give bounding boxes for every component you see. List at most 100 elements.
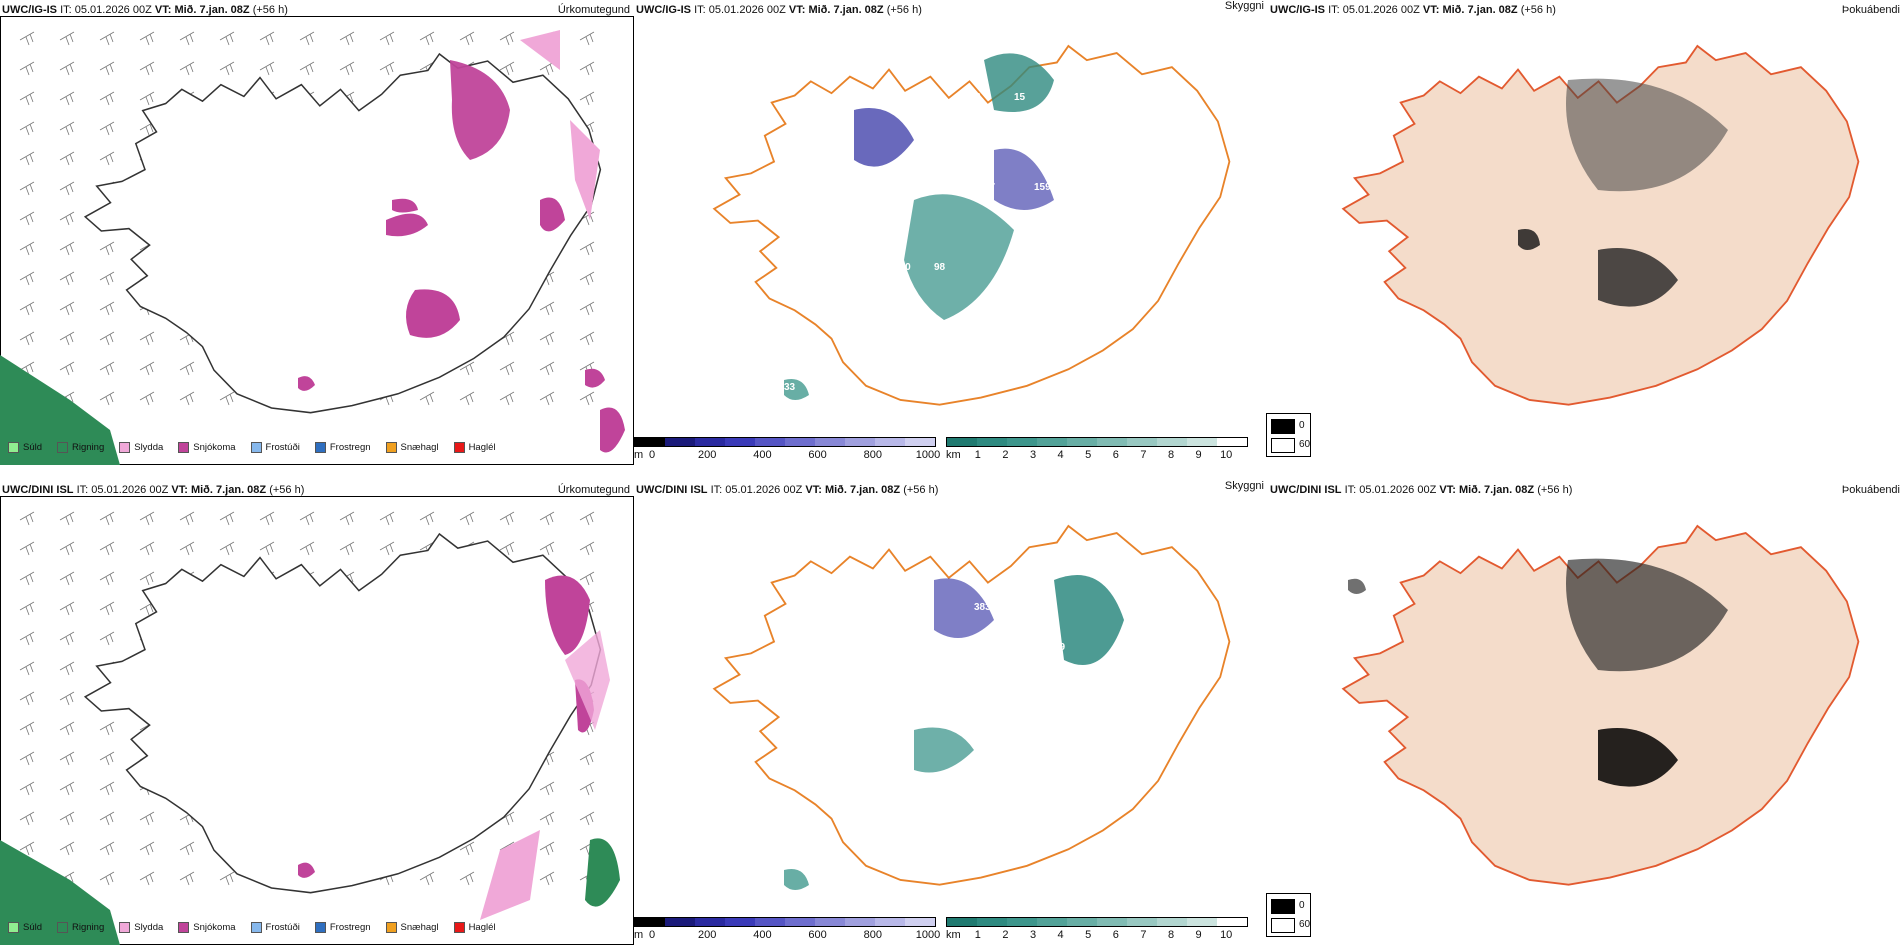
visibility-panel-top: 216 15 42 70 105 27 159 150 26 60 98 180 98 135 33 4 UW… — [634, 0, 1268, 467]
colorbar-segment — [1157, 438, 1187, 446]
colorbar-segment — [815, 438, 845, 446]
model-name: UWC/DINI ISL — [1270, 484, 1342, 496]
wind-barb — [579, 61, 595, 76]
model-name: UWC/IG-IS — [1270, 4, 1325, 16]
it-label: IT: — [694, 4, 706, 16]
wind-barb — [59, 511, 75, 526]
map-value-label: 14 — [1014, 572, 1026, 583]
panel-header: UWC/DINI ISL IT: 05.01.2026 00Z VT: Mið.… — [636, 484, 938, 496]
legend-swatch — [8, 441, 19, 453]
wind-barb — [99, 301, 115, 316]
map-value-label: 105 — [934, 162, 951, 173]
legend-item: Frostúði — [245, 921, 300, 933]
wind-barb — [299, 31, 315, 46]
wind-barb — [59, 691, 75, 706]
map-value-label: 60 — [1084, 222, 1096, 233]
wind-barb — [499, 61, 515, 76]
wind-barb — [99, 31, 115, 46]
precip-type-panel-top: UWC/IG-IS IT: 05.01.2026 00Z VT: Mið. 7.… — [0, 0, 634, 467]
wind-barb — [19, 121, 35, 136]
colorbar-segment — [725, 438, 755, 446]
wind-barb — [59, 571, 75, 586]
legend-swatch — [119, 921, 131, 933]
colorbar-segment — [845, 918, 875, 926]
wind-barb — [179, 391, 195, 406]
wind-barb — [179, 541, 195, 556]
legend-label: Frostregn — [329, 441, 371, 453]
wind-barb — [179, 511, 195, 526]
colorbar-segment — [725, 918, 755, 926]
fog-legend-low-label: 60 — [1299, 919, 1311, 930]
legend-label: Rigning — [72, 921, 105, 933]
map-value-label: 216 — [964, 92, 981, 103]
colorbar-tick: 800 — [863, 449, 882, 461]
colorbar-segment — [1217, 438, 1247, 446]
panel-header: UWC/DINI ISL IT: 05.01.2026 00Z VT: Mið.… — [2, 484, 304, 496]
legend-item: Frostregn — [309, 921, 371, 933]
map-value-label: 15 — [1014, 92, 1026, 103]
wind-barb — [19, 661, 35, 676]
fog-panel-top: 0 60 UWC/IG-IS IT: 05.01.2026 00Z VT: Mi… — [1266, 0, 1900, 467]
wind-barb — [99, 871, 115, 886]
map-value-label: 159 — [1034, 182, 1051, 193]
wind-barb — [579, 751, 595, 766]
lead-time: (+56 h) — [1520, 4, 1556, 16]
legend-label: Súld — [23, 921, 43, 933]
colorbar-tick: 200 — [698, 449, 717, 461]
wind-barb — [219, 511, 235, 526]
colorbar-segment — [755, 438, 785, 446]
panel-title: Skyggni — [1224, 480, 1264, 492]
it-value: 05.01.2026 00Z — [1359, 484, 1437, 496]
map-value-label: 9 — [1074, 672, 1080, 683]
wind-barb — [99, 121, 115, 136]
colorbar-tick: 0 — [648, 929, 656, 941]
wind-barb — [59, 751, 75, 766]
colorbar-tick: 6 — [1112, 929, 1119, 941]
precip-frame — [0, 496, 634, 945]
colorbar-tick: 4 — [1057, 929, 1064, 941]
colorbar-segment — [1127, 918, 1157, 926]
colorbar-tick: 1000 — [915, 929, 941, 941]
vt-value: Mið. 7.jan. 08Z — [808, 4, 884, 16]
colorbar-segment — [665, 918, 695, 926]
it-value: 05.01.2026 00Z — [708, 4, 786, 16]
colorbar-segment — [845, 438, 875, 446]
colorbar-segment — [1127, 438, 1157, 446]
wind-barb — [179, 841, 195, 856]
vt-label: VT: — [1422, 4, 1440, 16]
colorbar-tick: 1 — [974, 449, 981, 461]
wind-barb — [539, 301, 555, 316]
it-label: IT: — [1328, 4, 1340, 16]
wind-barb — [459, 391, 475, 406]
it-value: 05.01.2026 00Z — [74, 4, 152, 16]
map-value-label: 42 — [974, 122, 986, 133]
wind-barb — [419, 871, 435, 886]
legend-item: Snjókoma — [172, 441, 236, 453]
wind-barb — [579, 811, 595, 826]
fog-legend-low-swatch — [1271, 438, 1295, 453]
legend-swatch — [453, 441, 465, 453]
legend-item: Súld — [2, 441, 42, 453]
map-value-label: 92 — [934, 642, 946, 653]
wind-barb — [19, 781, 35, 796]
wind-barb — [99, 511, 115, 526]
map-value-label: 19 — [1054, 642, 1066, 653]
wind-barb — [459, 511, 475, 526]
wind-barb — [19, 571, 35, 586]
colorbar-tick: 5 — [1085, 449, 1092, 461]
wind-barb — [19, 811, 35, 826]
colorbar-segment — [785, 918, 815, 926]
wind-barb — [19, 271, 35, 286]
wind-barb — [139, 361, 155, 376]
wind-barb — [419, 31, 435, 46]
visibility-colorbar: km 1 2 3 4 5 6 7 8 9 10 — [946, 917, 1248, 943]
wind-barb — [99, 841, 115, 856]
colorbar-tick: 600 — [808, 929, 827, 941]
wind-barb — [539, 811, 555, 826]
fog-map — [1342, 525, 1860, 886]
fog-legend-low-swatch — [1271, 918, 1295, 933]
legend-label: Slydda — [134, 921, 164, 933]
wind-barb — [499, 361, 515, 376]
wind-barb — [579, 781, 595, 796]
